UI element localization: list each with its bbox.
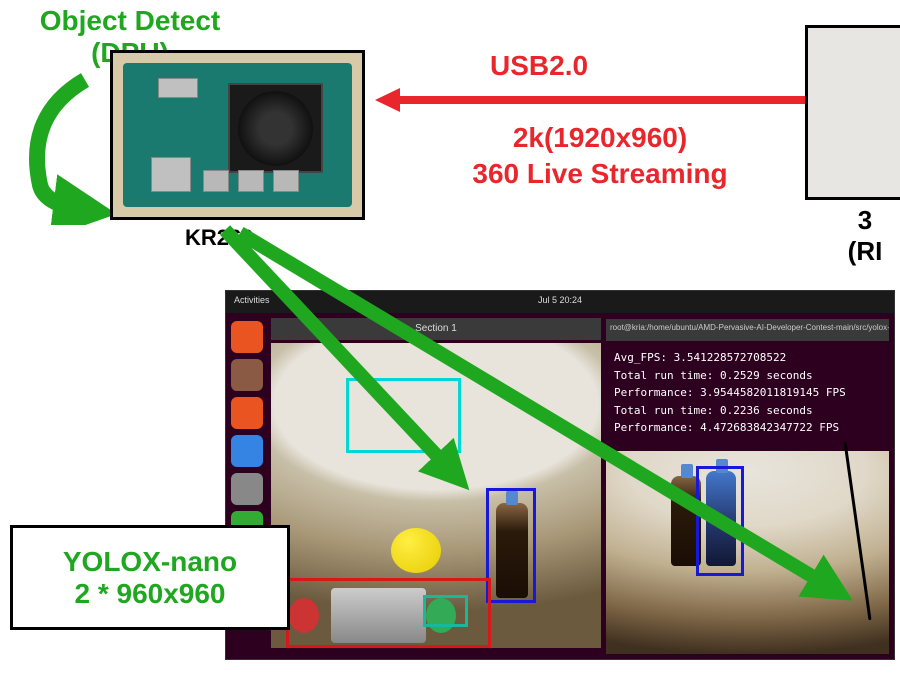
term-line: Total run time: 0.2529 seconds: [614, 367, 881, 385]
video-scene-1: [271, 343, 601, 648]
pcb: [123, 63, 352, 207]
kr260-board-photo: [110, 50, 365, 220]
video-title: Section 1: [271, 318, 601, 340]
term-line: Avg_FPS: 3.541228572708522: [614, 349, 881, 367]
camera-photo: [805, 25, 900, 200]
sfp-port: [158, 78, 198, 98]
launcher-icon: [231, 435, 263, 467]
term-line: Total run time: 0.2236 seconds: [614, 402, 881, 420]
right-line1: 3: [830, 205, 900, 236]
object-detect-line1: Object Detect: [15, 5, 245, 37]
red-arrow-icon: [370, 85, 810, 115]
clock: Jul 5 20:24: [538, 295, 582, 305]
cable: [843, 442, 871, 621]
fan: [238, 91, 313, 166]
yolox-line2: 2 * 960x960: [74, 578, 225, 610]
term-line: Performance: 4.472683842347722 FPS: [614, 419, 881, 437]
stream-line1: 2k(1920x960): [400, 120, 800, 156]
detection-box: [423, 595, 468, 627]
launcher-icon: [231, 397, 263, 429]
yolox-line1: YOLOX-nano: [63, 546, 237, 578]
activities-label: Activities: [234, 295, 270, 305]
usb-port: [273, 170, 299, 192]
terminal-output: Avg_FPS: 3.541228572708522 Total run tim…: [606, 341, 889, 445]
yolox-label-box: YOLOX-nano 2 * 960x960: [10, 525, 290, 630]
detection-box: [486, 488, 536, 603]
usb-port: [203, 170, 229, 192]
stream-line2: 360 Live Streaming: [400, 156, 800, 192]
ethernet-port: [151, 157, 191, 192]
right-label: 3 (RI: [830, 205, 900, 267]
launcher-icon: [231, 473, 263, 505]
video-window: Section 1: [271, 343, 601, 648]
launcher-icon: [231, 359, 263, 391]
term-line: Performance: 3.9544582011819145 FPS: [614, 384, 881, 402]
usb-label: USB2.0: [490, 50, 588, 82]
gnome-top-bar: Activities Jul 5 20:24: [226, 291, 894, 313]
desktop-screenshot: Activities Jul 5 20:24 Section 1 root@kr…: [225, 290, 895, 660]
launcher-icon: [231, 321, 263, 353]
yellow-ball: [391, 528, 441, 573]
terminal-title: root@kria:/home/ubuntu/AMD-Pervasive-AI-…: [606, 319, 889, 341]
board-label: KR260: [185, 225, 253, 251]
stream-label: 2k(1920x960) 360 Live Streaming: [400, 120, 800, 193]
usb-port: [238, 170, 264, 192]
detection-box: [346, 378, 461, 453]
video-scene-2: [606, 451, 889, 654]
right-line2: (RI: [830, 236, 900, 267]
detection-box: [696, 466, 744, 576]
